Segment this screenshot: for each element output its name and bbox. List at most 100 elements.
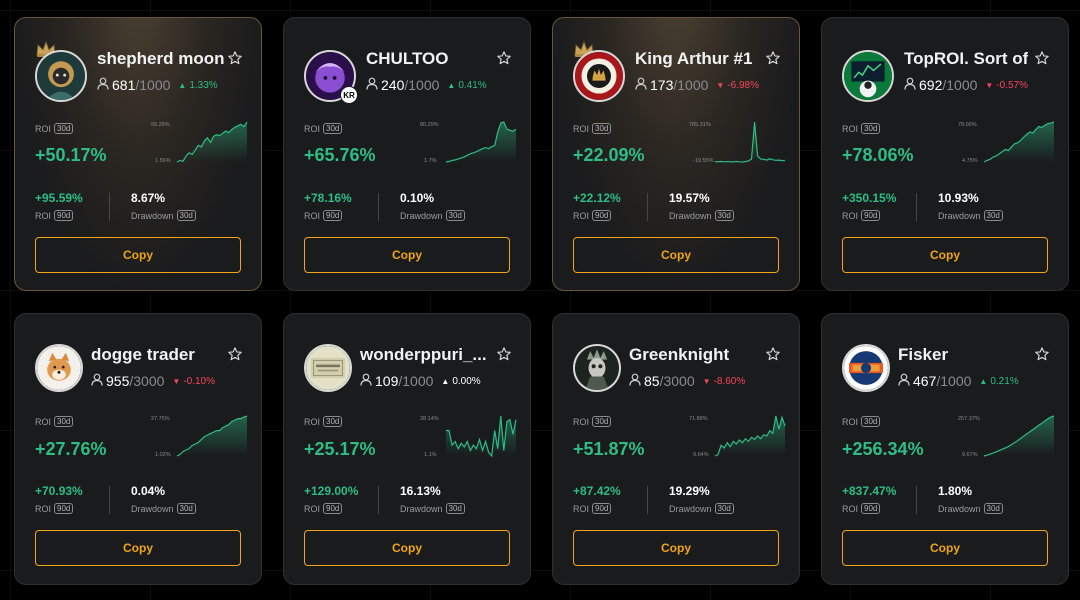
trader-name[interactable]: shepherd moon	[97, 49, 225, 68]
drawdown-value: 10.93%	[938, 191, 979, 205]
trader-name[interactable]: wonderppuri_...	[360, 345, 487, 364]
roi-sparkline: 785.31% -19.55%	[689, 121, 786, 164]
person-icon	[91, 373, 106, 389]
trader-card[interactable]: dogge trader 955 /3000 ▼ -0.10% ROI 30d …	[14, 313, 262, 585]
roi-label-text: ROI	[304, 416, 321, 427]
avatar[interactable]	[304, 344, 352, 392]
person-icon	[97, 77, 112, 93]
roi-label: ROI 30d	[35, 123, 74, 134]
roi-90d-label-text: ROI	[842, 503, 859, 514]
star-icon[interactable]	[227, 50, 243, 66]
avatar[interactable]	[35, 344, 83, 392]
trader-card[interactable]: King Arthur #1 173 /1000 ▼ -6.98% ROI 30…	[552, 17, 800, 291]
stats-row: +22.12% ROI 90d 19.57% Drawdown 30d	[573, 191, 783, 227]
roi-90d-label-text: ROI	[842, 210, 859, 221]
avatar[interactable]	[573, 50, 625, 102]
trader-name[interactable]: CHULTOO	[366, 49, 449, 68]
sparkline-max-label: 28.14%	[420, 416, 439, 422]
star-icon[interactable]	[496, 346, 512, 362]
drawdown-stat: 1.80% Drawdown 30d	[938, 484, 1003, 514]
follower-count: 109	[375, 373, 399, 389]
trader-card[interactable]: TopROI. Sort of 692 /1000 ▼ -0.57% ROI 3…	[821, 17, 1069, 291]
follower-count: 955	[106, 373, 130, 389]
roi-90d-stat: +87.42% ROI 90d	[573, 484, 621, 514]
sparkline-min-label: -19.55%	[693, 158, 714, 164]
roi-label: ROI 30d	[35, 416, 74, 427]
avatar[interactable]	[842, 50, 894, 102]
copy-button[interactable]: Copy	[842, 237, 1048, 273]
copy-button[interactable]: Copy	[304, 237, 510, 273]
sparkline-min-label: 1.56%	[155, 158, 171, 164]
drawdown-label: Drawdown 30d	[131, 210, 196, 221]
copy-button[interactable]: Copy	[573, 237, 779, 273]
trader-card[interactable]: Fisker 467 /1000 ▲ 0.21% ROI 30d +256.34…	[821, 313, 1069, 585]
period-pill-90d: 90d	[54, 503, 74, 514]
roi-label: ROI 30d	[842, 123, 881, 134]
roi-30d-value: +50.17%	[35, 145, 107, 165]
daily-change: ▲ 1.33%	[178, 80, 217, 91]
roi-30d-value: +256.34%	[842, 439, 924, 459]
follower-info: 173 /1000 ▼ -6.98%	[635, 77, 759, 93]
follower-info: 467 /1000 ▲ 0.21%	[898, 373, 1019, 389]
drawdown-stat: 19.57% Drawdown 30d	[669, 191, 734, 221]
trader-name[interactable]: dogge trader	[91, 345, 195, 364]
copy-button[interactable]: Copy	[35, 530, 241, 566]
daily-change-value: 0.00%	[452, 375, 481, 387]
trader-card[interactable]: Greenknight 85 /3000 ▼ -8.60% ROI 30d +5…	[552, 313, 800, 585]
copy-button[interactable]: Copy	[35, 237, 241, 273]
copy-button[interactable]: Copy	[573, 530, 779, 566]
avatar[interactable]	[35, 50, 87, 102]
period-pill-30d: 30d	[323, 416, 343, 427]
triangle-down-icon: ▼	[702, 376, 711, 386]
period-pill-30d: 30d	[861, 416, 881, 427]
sparkline-area	[446, 122, 516, 162]
roi-90d-value: +78.16%	[304, 191, 352, 205]
sparkline-max-label: 27.75%	[151, 416, 170, 422]
trader-name[interactable]: King Arthur #1	[635, 49, 753, 68]
roi-90d-label: ROI 90d	[35, 503, 83, 514]
trader-card[interactable]: shepherd moon 681 /1000 ▲ 1.33% ROI 30d …	[14, 17, 262, 291]
drawdown-value: 16.13%	[400, 484, 441, 498]
roi-90d-label-text: ROI	[304, 210, 321, 221]
sparkline-max-label: 257.37%	[958, 416, 980, 422]
trader-name[interactable]: TopROI. Sort of	[904, 49, 1029, 68]
copy-button[interactable]: Copy	[842, 530, 1048, 566]
drawdown-value: 19.57%	[669, 191, 710, 205]
trader-card[interactable]: KR CHULTOO 240 /1000 ▲ 0.41% ROI 30d +65…	[283, 17, 531, 291]
sparkline-area	[177, 416, 247, 456]
daily-change-value: 0.21%	[990, 375, 1019, 387]
stats-row: +350.15% ROI 90d 10.93% Drawdown 30d	[842, 191, 1052, 227]
star-icon[interactable]	[1034, 50, 1050, 66]
sparkline-area	[715, 416, 785, 456]
triangle-up-icon: ▲	[441, 376, 450, 386]
roi-label-text: ROI	[573, 123, 590, 134]
daily-change: ▼ -8.60%	[703, 376, 746, 387]
sparkline-area	[177, 122, 247, 162]
person-icon	[360, 373, 375, 389]
sparkline-min-label: 9.64%	[693, 452, 709, 458]
sparkline-line	[176, 121, 248, 163]
star-icon[interactable]	[496, 50, 512, 66]
roi-90d-label: ROI 90d	[842, 210, 896, 221]
roi-90d-stat: +22.12% ROI 90d	[573, 191, 621, 221]
sparkline-min-label: 9.67%	[962, 452, 978, 458]
period-pill-90d: 90d	[861, 210, 881, 221]
sparkline-max-label: 55.26%	[151, 122, 170, 128]
sparkline-line	[445, 121, 517, 163]
sparkline-min-label: 1.1%	[424, 452, 437, 458]
star-icon[interactable]	[227, 346, 243, 362]
trader-card[interactable]: wonderppuri_... 109 /1000 ▲ 0.00% ROI 30…	[283, 313, 531, 585]
trader-name[interactable]: Fisker	[898, 345, 949, 364]
copy-button[interactable]: Copy	[304, 530, 510, 566]
follower-count: 173	[650, 77, 674, 93]
star-icon[interactable]	[1034, 346, 1050, 362]
roi-label-text: ROI	[35, 416, 52, 427]
avatar[interactable]	[842, 344, 890, 392]
avatar[interactable]	[573, 344, 621, 392]
period-pill-30d: 30d	[983, 210, 1003, 221]
star-icon[interactable]	[765, 50, 781, 66]
trader-name[interactable]: Greenknight	[629, 345, 730, 364]
star-icon[interactable]	[765, 346, 781, 362]
drawdown-label-text: Drawdown	[938, 210, 981, 221]
period-pill-90d: 90d	[54, 210, 74, 221]
